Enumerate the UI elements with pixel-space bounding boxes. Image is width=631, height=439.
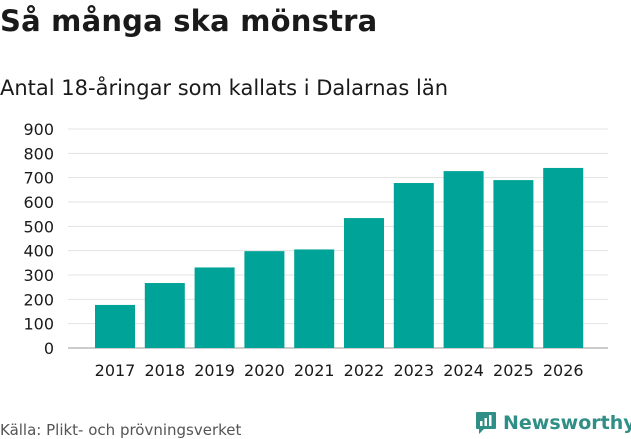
y-axis: 0 100 200 300 400 500 600 700 800 900 bbox=[23, 120, 54, 358]
bar-2023[interactable] bbox=[393, 183, 434, 348]
chart-title: Så många ska mönstra bbox=[0, 4, 378, 38]
x-tick-label: 2024 bbox=[443, 361, 484, 380]
y-tick-label: 600 bbox=[23, 193, 54, 212]
bar-2025[interactable] bbox=[493, 180, 534, 348]
source-note: Källa: Plikt- och prövningsverket bbox=[0, 421, 242, 439]
x-axis: 2017 2018 2019 2020 2021 2022 2023 2024 2025 2026 bbox=[95, 361, 584, 380]
y-tick-label: 200 bbox=[23, 290, 54, 309]
x-tick-label: 2017 bbox=[95, 361, 136, 380]
bar-2019[interactable] bbox=[194, 267, 235, 348]
bar-2021[interactable] bbox=[294, 249, 335, 348]
x-tick-label: 2019 bbox=[194, 361, 235, 380]
bar-2022[interactable] bbox=[344, 218, 384, 348]
y-tick-label: 100 bbox=[23, 315, 54, 334]
chart-subtitle: Antal 18-åringar som kallats i Dalarnas … bbox=[0, 76, 449, 100]
y-tick-label: 700 bbox=[23, 169, 54, 188]
x-tick-label: 2023 bbox=[393, 361, 434, 380]
x-tick-label: 2026 bbox=[543, 361, 584, 380]
y-tick-label: 800 bbox=[23, 144, 54, 163]
newsworthy-logo-icon bbox=[476, 412, 496, 434]
bar-2018[interactable] bbox=[144, 283, 185, 348]
y-tick-label: 400 bbox=[23, 242, 54, 261]
y-tick-label: 500 bbox=[23, 217, 54, 236]
bar-2020[interactable] bbox=[244, 251, 285, 348]
y-tick-label: 900 bbox=[23, 120, 54, 139]
bars bbox=[95, 167, 584, 348]
y-tick-label: 0 bbox=[44, 339, 54, 358]
x-tick-label: 2021 bbox=[294, 361, 335, 380]
brand-name: Newsworthy bbox=[503, 412, 631, 434]
brand-logo[interactable]: Newsworthy bbox=[475, 408, 631, 438]
x-tick-label: 2025 bbox=[493, 361, 534, 380]
y-tick-label: 300 bbox=[23, 266, 54, 285]
bar-2024[interactable] bbox=[443, 171, 484, 348]
x-tick-label: 2018 bbox=[144, 361, 185, 380]
bar-2026[interactable] bbox=[543, 167, 584, 348]
bar-2017[interactable] bbox=[95, 304, 135, 348]
x-tick-label: 2022 bbox=[344, 361, 385, 380]
x-tick-label: 2020 bbox=[244, 361, 285, 380]
